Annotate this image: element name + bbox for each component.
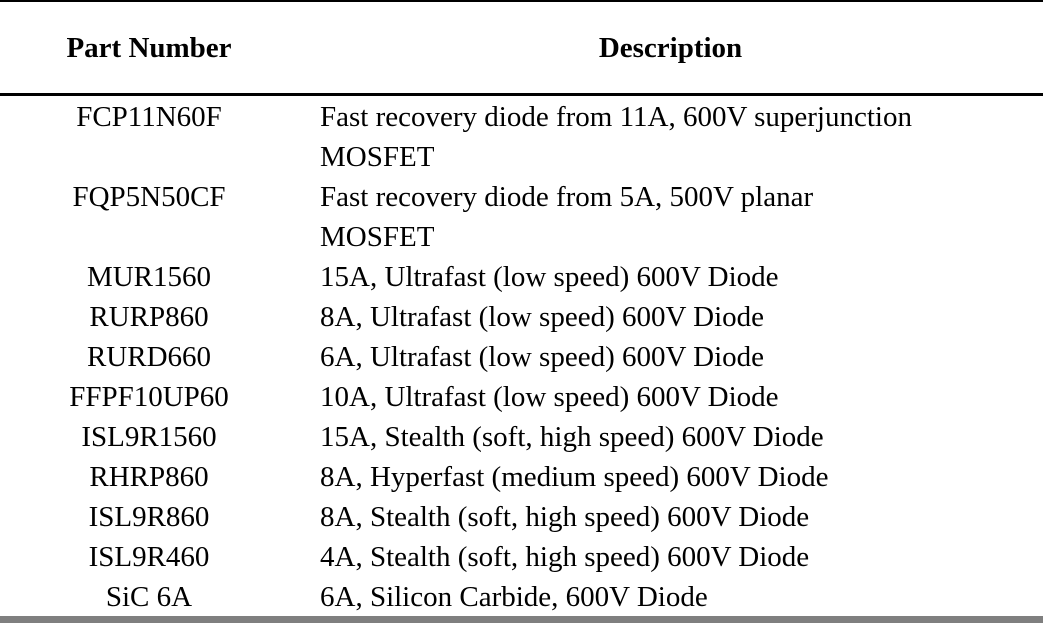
- part-number-cell: ISL9R1560: [81, 421, 217, 453]
- description-cell: 4A, Stealth (soft, high speed) 600V Diod…: [320, 541, 810, 573]
- description-cell: 6A, Ultrafast (low speed) 600V Diode: [320, 341, 765, 373]
- part-number-cell: RHRP860: [89, 461, 209, 493]
- table-row: SiC 6A 6A, Silicon Carbide, 600V Diode: [0, 577, 1043, 617]
- description-line: Fast recovery diode from 11A, 600V super…: [320, 101, 912, 133]
- part-number-cell: SiC 6A: [105, 581, 193, 613]
- table-row: ISL9R1560 15A, Stealth (soft, high speed…: [0, 417, 1043, 457]
- description-cell: 8A, Hyperfast (medium speed) 600V Diode: [320, 461, 829, 493]
- part-number-cell: ISL9R460: [88, 541, 210, 573]
- part-number-cell: RURP860: [89, 301, 209, 333]
- table-row: FQP5N50CF Fast recovery diode from 5A, 5…: [0, 177, 1043, 257]
- part-number-cell: FQP5N50CF: [72, 181, 226, 213]
- description-cell: 10A, Ultrafast (low speed) 600V Diode: [320, 381, 779, 413]
- header-rule: [0, 93, 1043, 96]
- description-line: MOSFET: [320, 141, 435, 173]
- table-row: RURD660 6A, Ultrafast (low speed) 600V D…: [0, 337, 1043, 377]
- table-row: FFPF10UP60 10A, Ultrafast (low speed) 60…: [0, 377, 1043, 417]
- table-row: ISL9R860 8A, Stealth (soft, high speed) …: [0, 497, 1043, 537]
- description-line: MOSFET: [320, 221, 435, 253]
- part-number-cell: ISL9R860: [88, 501, 210, 533]
- table-row: RURP860 8A, Ultrafast (low speed) 600V D…: [0, 297, 1043, 337]
- description-cell: 8A, Ultrafast (low speed) 600V Diode: [320, 301, 765, 333]
- description-cell: 8A, Stealth (soft, high speed) 600V Diod…: [320, 501, 810, 533]
- description-cell: 15A, Stealth (soft, high speed) 600V Dio…: [320, 421, 824, 453]
- description-cell: Fast recovery diode from 5A, 500V planar…: [298, 177, 1020, 257]
- part-number-cell: FFPF10UP60: [69, 381, 229, 413]
- part-number-cell: RURD660: [86, 341, 212, 373]
- table-row: RHRP860 8A, Hyperfast (medium speed) 600…: [0, 457, 1043, 497]
- description-cell: 6A, Silicon Carbide, 600V Diode: [320, 581, 708, 613]
- table-top-rule: [0, 0, 1043, 2]
- table-row: FCP11N60F Fast recovery diode from 11A, …: [0, 97, 1043, 177]
- table-row: MUR1560 15A, Ultrafast (low speed) 600V …: [0, 257, 1043, 297]
- column-header-part-number: Part Number: [66, 32, 232, 64]
- table-bottom-rule: [0, 616, 1043, 623]
- description-cell: 15A, Ultrafast (low speed) 600V Diode: [320, 261, 779, 293]
- table-row: ISL9R460 4A, Stealth (soft, high speed) …: [0, 537, 1043, 577]
- part-number-cell: MUR1560: [86, 261, 212, 293]
- description-line: Fast recovery diode from 5A, 500V planar: [320, 181, 814, 213]
- description-cell: Fast recovery diode from 11A, 600V super…: [298, 97, 1020, 177]
- column-header-description: Description: [598, 32, 743, 64]
- table-body: FCP11N60F Fast recovery diode from 11A, …: [0, 97, 1043, 617]
- part-number-cell: FCP11N60F: [76, 101, 222, 133]
